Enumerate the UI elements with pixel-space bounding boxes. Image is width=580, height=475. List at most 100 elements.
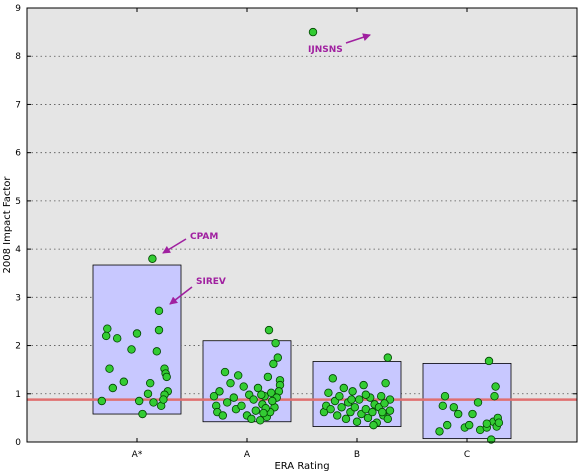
data-point	[97, 396, 106, 406]
data-point	[368, 407, 377, 417]
data-point	[335, 391, 344, 401]
data-point	[454, 409, 463, 419]
annotation-arrow	[162, 238, 187, 254]
x-tick-label: C	[464, 450, 470, 460]
data-point	[247, 414, 256, 424]
annotation-label: SIREV	[196, 277, 226, 287]
data-point	[494, 418, 504, 427]
y-tick-label: 7	[15, 100, 21, 110]
data-point	[491, 382, 500, 391]
plot-frame	[26, 7, 578, 443]
y-tick-label: 4	[15, 245, 21, 255]
data-point	[348, 387, 357, 396]
data-point	[149, 398, 158, 407]
data-point	[143, 389, 153, 398]
data-point	[361, 390, 370, 399]
data-point	[341, 414, 351, 424]
data-point	[328, 374, 337, 383]
data-point	[468, 409, 477, 419]
data-point	[482, 419, 491, 428]
data-point	[257, 390, 266, 399]
data-point	[449, 403, 458, 412]
data-point	[226, 378, 235, 388]
data-point	[465, 420, 474, 430]
data-point	[369, 420, 378, 430]
data-point	[308, 27, 318, 37]
data-point	[487, 435, 496, 444]
data-point	[352, 417, 362, 426]
data-point	[103, 324, 112, 333]
y-tick-label: 3	[15, 293, 21, 303]
y-tick-label: 2	[15, 342, 21, 352]
data-point	[363, 413, 373, 423]
data-point	[473, 398, 483, 407]
data-point	[269, 359, 278, 369]
data-point	[435, 427, 444, 436]
y-tick-label: 5	[15, 197, 21, 207]
data-point	[385, 406, 395, 415]
data-point	[271, 338, 280, 348]
data-point	[127, 345, 136, 354]
data-point	[355, 395, 364, 404]
y-tick-label: 0	[15, 438, 21, 448]
y-tick-label: 9	[15, 4, 21, 14]
data-point	[222, 398, 232, 407]
data-point	[484, 356, 494, 366]
y-axis-ticks: 0 1 2 3 4 5 6 7 8 9	[15, 4, 577, 448]
data-point	[256, 416, 265, 425]
annotation-arrow	[345, 33, 371, 44]
x-axis-ticks: A* A B C	[132, 8, 470, 460]
y-tick-label: 6	[15, 149, 21, 159]
annotations: IJNSNS CPAM SIREV	[162, 33, 371, 305]
data-point	[134, 396, 144, 406]
data-point	[337, 403, 346, 412]
data-point	[264, 325, 274, 335]
data-point	[383, 414, 392, 424]
x-tick-label: A*	[132, 450, 143, 460]
data-point	[359, 380, 368, 390]
data-point	[268, 396, 277, 406]
data-point	[239, 382, 248, 391]
data-point	[159, 395, 168, 404]
annotation-label: IJNSNS	[308, 45, 343, 55]
data-point	[154, 306, 164, 316]
data-point	[215, 387, 224, 396]
y-axis-label: 2008 Impact Factor	[2, 176, 13, 274]
data-point	[105, 364, 114, 373]
data-point	[383, 353, 392, 362]
data-point	[380, 399, 389, 408]
data-point	[112, 334, 122, 343]
data-point	[333, 411, 342, 420]
data-point	[326, 405, 335, 414]
data-point	[438, 401, 447, 411]
x-tick-label: B	[354, 450, 360, 460]
annotation-arrow	[169, 286, 193, 305]
data-point	[152, 347, 161, 356]
data-point	[251, 406, 260, 415]
data-point	[145, 378, 155, 388]
data-point	[101, 331, 111, 341]
data-point	[119, 377, 128, 386]
data-point	[237, 401, 246, 411]
annotation-label: CPAM	[190, 232, 218, 242]
data-point	[229, 393, 238, 402]
data-point	[148, 254, 157, 263]
data-point	[253, 383, 263, 393]
data-point	[324, 388, 333, 398]
gridlines	[27, 55, 577, 395]
data-point	[233, 371, 243, 380]
data-point	[347, 395, 356, 404]
y-tick-label: 8	[15, 52, 21, 62]
data-point	[377, 391, 386, 401]
y-tick-label: 1	[15, 390, 21, 400]
data-point	[259, 408, 268, 418]
data-point	[378, 407, 387, 417]
data-point	[209, 391, 219, 401]
data-point	[443, 420, 452, 430]
data-point	[490, 391, 499, 401]
data-point	[339, 383, 348, 393]
data-point	[273, 353, 282, 362]
x-tick-label: A	[244, 450, 251, 460]
data-points	[97, 27, 504, 444]
